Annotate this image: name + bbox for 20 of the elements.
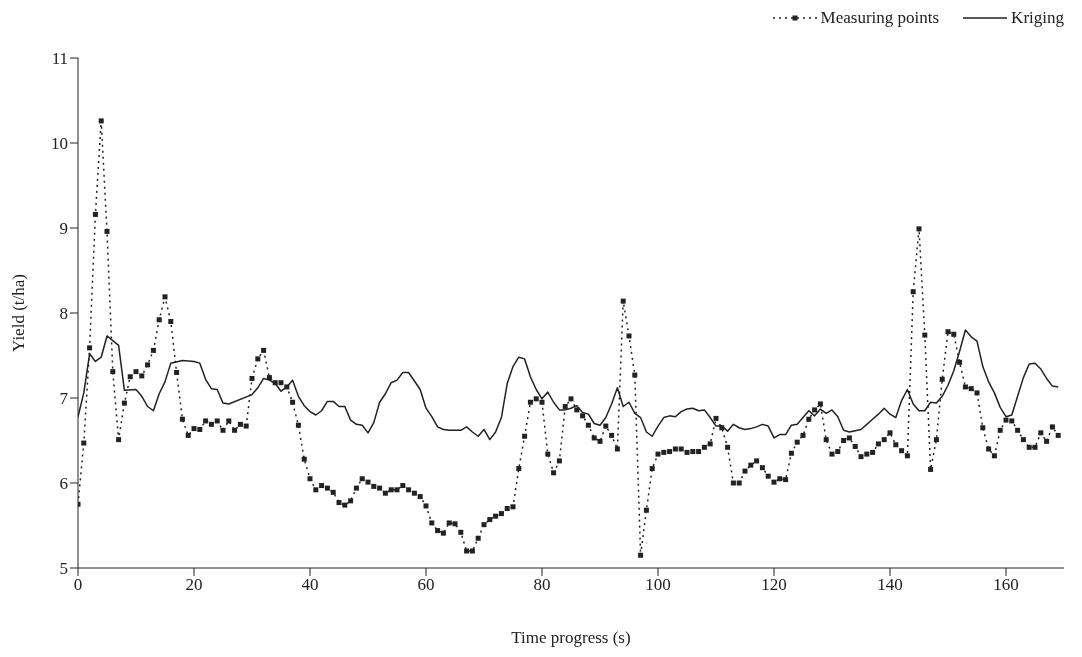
legend-label: Measuring points (820, 8, 940, 28)
y-tick-label: 11 (51, 49, 68, 69)
x-tick-label: 140 (877, 575, 903, 595)
x-tick-label: 40 (301, 575, 319, 595)
y-axis-title: Yield (t/ha) (9, 274, 29, 352)
x-tick-label: 160 (993, 575, 1019, 595)
y-tick-label: 8 (59, 304, 68, 324)
x-tick-label: 20 (185, 575, 203, 595)
y-tick-label: 7 (59, 389, 69, 409)
x-tick-label: 60 (417, 575, 435, 595)
y-tick-label: 9 (59, 219, 68, 239)
y-tick-label: 5 (59, 559, 68, 579)
legend-label: Kriging (1011, 8, 1064, 28)
x-tick-label: 100 (645, 575, 671, 595)
y-tick-label: 6 (59, 474, 68, 494)
y-tick-label: 10 (51, 134, 68, 154)
x-tick-label: 120 (761, 575, 787, 595)
x-axis-title: Time progress (s) (511, 628, 631, 647)
x-tick-label: 0 (73, 575, 83, 595)
x-tick-label: 80 (533, 575, 551, 595)
